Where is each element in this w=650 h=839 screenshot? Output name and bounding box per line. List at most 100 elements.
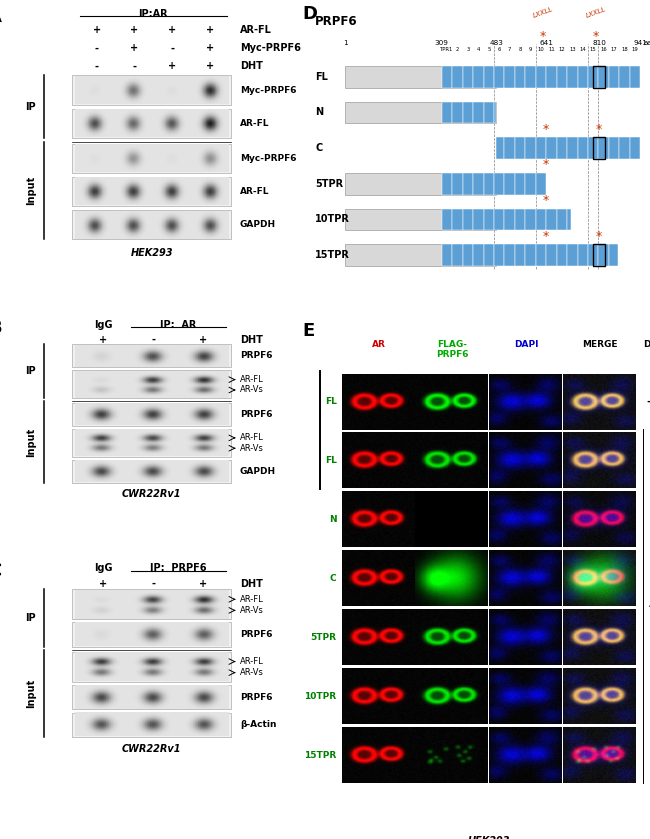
- Bar: [452, 244, 463, 266]
- Bar: [630, 138, 640, 159]
- Text: 10TPR: 10TPR: [315, 215, 350, 225]
- Bar: [546, 244, 556, 266]
- Text: β-Actin: β-Actin: [240, 721, 276, 729]
- Bar: [556, 244, 567, 266]
- Text: 2: 2: [456, 47, 459, 52]
- Bar: [619, 65, 630, 87]
- Text: Myc-PRPF6: Myc-PRPF6: [240, 86, 296, 95]
- Bar: [525, 65, 536, 87]
- Text: aa: aa: [644, 39, 650, 45]
- Bar: [463, 244, 473, 266]
- Text: +: +: [168, 25, 176, 35]
- Text: 5TPR: 5TPR: [311, 633, 337, 642]
- Text: 5: 5: [487, 47, 491, 52]
- Bar: [563, 609, 635, 665]
- Text: E: E: [302, 322, 315, 341]
- Bar: [72, 623, 231, 647]
- Bar: [599, 65, 609, 87]
- Bar: [515, 173, 525, 195]
- Text: AR-FL: AR-FL: [240, 25, 272, 35]
- Text: C: C: [0, 562, 1, 580]
- Bar: [415, 550, 488, 607]
- Text: *: *: [543, 159, 549, 171]
- Bar: [563, 727, 635, 783]
- Bar: [341, 550, 413, 607]
- Text: TPR1: TPR1: [440, 47, 454, 52]
- Bar: [72, 177, 231, 206]
- Text: AR-FL: AR-FL: [240, 595, 264, 604]
- Text: CWR22Rv1: CWR22Rv1: [122, 489, 181, 499]
- Text: +: +: [648, 600, 650, 612]
- Bar: [345, 173, 497, 195]
- Bar: [452, 209, 463, 231]
- Bar: [341, 727, 413, 783]
- Text: IgG: IgG: [94, 320, 112, 330]
- Text: +: +: [92, 25, 101, 35]
- Text: IP: IP: [25, 367, 36, 377]
- Bar: [345, 244, 497, 266]
- Text: 5TPR: 5TPR: [315, 179, 343, 189]
- Text: 641: 641: [539, 39, 553, 45]
- Bar: [494, 102, 497, 123]
- Text: B: B: [0, 319, 2, 336]
- Bar: [72, 652, 231, 681]
- Bar: [72, 685, 231, 710]
- Bar: [415, 373, 488, 430]
- Bar: [345, 209, 497, 231]
- Text: HEK293: HEK293: [131, 248, 173, 258]
- Text: 16: 16: [601, 47, 607, 52]
- Bar: [593, 244, 604, 266]
- Bar: [546, 138, 556, 159]
- Text: 10TPR: 10TPR: [304, 691, 337, 701]
- Bar: [546, 209, 556, 231]
- Bar: [473, 65, 484, 87]
- Bar: [588, 138, 599, 159]
- Text: PRPF6: PRPF6: [240, 630, 272, 639]
- Bar: [504, 138, 515, 159]
- Bar: [341, 373, 413, 430]
- Bar: [619, 138, 630, 159]
- Bar: [452, 173, 463, 195]
- Bar: [484, 244, 494, 266]
- Bar: [442, 65, 452, 87]
- Bar: [442, 244, 452, 266]
- Bar: [463, 173, 473, 195]
- Bar: [630, 65, 640, 87]
- Bar: [504, 244, 515, 266]
- Text: CWR22Rv1: CWR22Rv1: [122, 744, 181, 754]
- Text: 18: 18: [621, 47, 628, 52]
- Text: AR-FL: AR-FL: [240, 187, 269, 196]
- Text: 8: 8: [519, 47, 522, 52]
- Bar: [546, 65, 556, 87]
- Bar: [525, 138, 536, 159]
- Bar: [593, 65, 604, 87]
- Bar: [567, 65, 578, 87]
- Text: *: *: [596, 230, 602, 242]
- Bar: [494, 173, 504, 195]
- Text: +: +: [200, 335, 207, 345]
- Text: +: +: [168, 61, 176, 71]
- Bar: [578, 244, 588, 266]
- Bar: [341, 668, 413, 724]
- Text: 17: 17: [611, 47, 618, 52]
- Bar: [504, 173, 515, 195]
- Bar: [563, 433, 635, 488]
- Text: +: +: [200, 579, 207, 589]
- Bar: [452, 102, 463, 123]
- Bar: [415, 668, 488, 724]
- Text: 12: 12: [558, 47, 566, 52]
- Bar: [525, 244, 536, 266]
- Text: AR-FL: AR-FL: [240, 434, 264, 442]
- Bar: [536, 138, 546, 159]
- Text: *: *: [543, 194, 549, 207]
- Text: PRPF6: PRPF6: [240, 352, 272, 361]
- Bar: [341, 492, 413, 547]
- Bar: [452, 65, 463, 87]
- Bar: [515, 209, 525, 231]
- Bar: [599, 138, 609, 159]
- Text: +: +: [206, 61, 214, 71]
- Bar: [504, 65, 515, 87]
- Text: A: A: [0, 8, 2, 26]
- Bar: [567, 209, 571, 231]
- Bar: [563, 373, 635, 430]
